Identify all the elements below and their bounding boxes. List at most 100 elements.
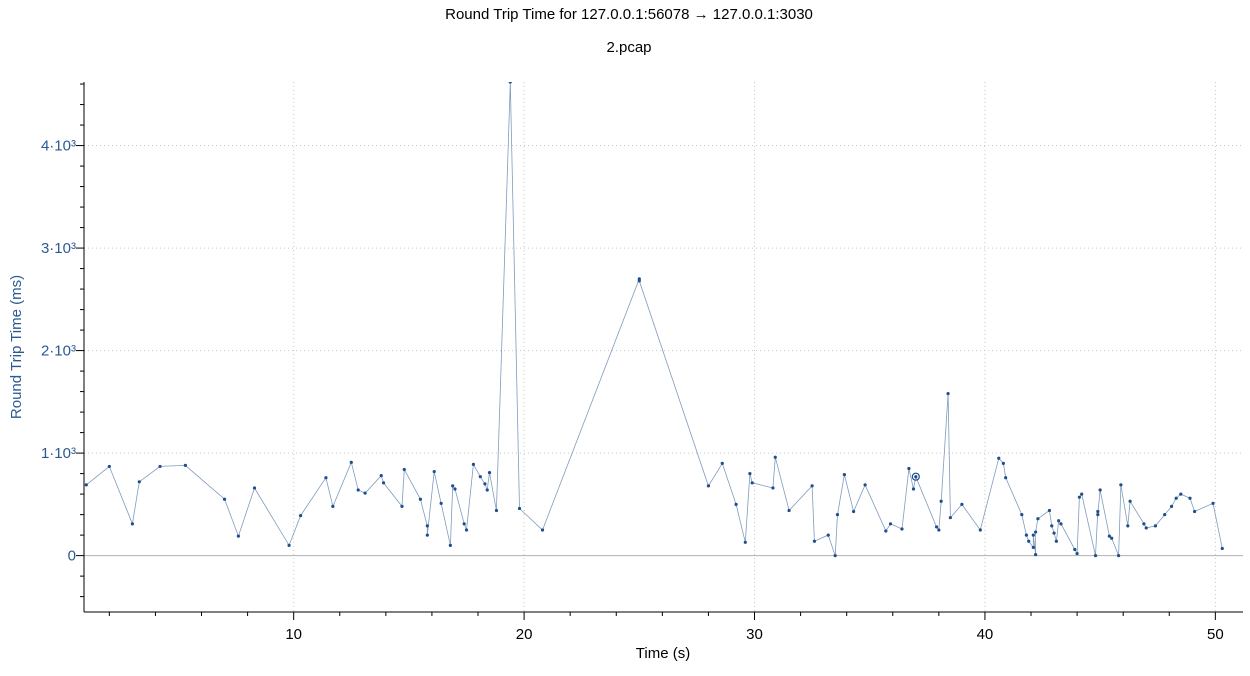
data-point[interactable] [439, 501, 443, 505]
data-point[interactable] [978, 528, 982, 532]
data-point[interactable] [750, 481, 754, 485]
data-point[interactable] [324, 476, 328, 480]
data-point[interactable] [1128, 499, 1132, 503]
data-point[interactable] [1193, 509, 1197, 514]
data-point[interactable] [1116, 554, 1121, 558]
data-point[interactable] [137, 480, 141, 484]
data-point[interactable] [402, 467, 406, 472]
data-point[interactable] [812, 539, 817, 543]
data-point[interactable] [487, 470, 492, 475]
data-point[interactable] [478, 475, 482, 479]
data-point[interactable] [1174, 496, 1178, 500]
data-point[interactable] [540, 528, 545, 532]
data-point[interactable] [1024, 533, 1029, 537]
data-point[interactable] [1034, 530, 1038, 534]
data-point[interactable] [1031, 533, 1035, 537]
data-point[interactable] [900, 527, 904, 531]
data-point[interactable] [1142, 522, 1146, 526]
data-point[interactable] [914, 475, 918, 479]
data-point[interactable] [1153, 524, 1158, 528]
data-point[interactable] [1163, 513, 1167, 517]
data-point[interactable] [508, 80, 512, 84]
data-point[interactable] [1211, 501, 1215, 505]
data-point[interactable] [130, 522, 134, 526]
data-point[interactable] [298, 514, 303, 518]
data-point[interactable] [911, 487, 916, 491]
data-point[interactable] [483, 482, 487, 486]
data-point[interactable] [451, 484, 455, 488]
data-point[interactable] [1020, 513, 1024, 517]
data-point[interactable] [810, 484, 814, 488]
data-point[interactable] [462, 522, 466, 526]
data-point[interactable] [183, 463, 187, 468]
data-point[interactable] [1119, 483, 1123, 487]
data-point[interactable] [1073, 547, 1077, 552]
data-point[interactable] [706, 484, 711, 488]
data-point[interactable] [1126, 524, 1130, 528]
data-point[interactable] [425, 524, 429, 528]
data-point[interactable] [1036, 517, 1040, 521]
data-point[interactable] [287, 543, 291, 547]
data-point[interactable] [1059, 522, 1063, 526]
data-point[interactable] [748, 472, 752, 476]
data-point[interactable] [939, 499, 943, 503]
data-point[interactable] [907, 466, 911, 471]
data-point[interactable] [1047, 508, 1052, 513]
data-point[interactable] [1057, 519, 1061, 523]
data-point[interactable] [851, 509, 856, 514]
data-point[interactable] [743, 540, 747, 544]
data-point[interactable] [331, 504, 335, 509]
data-point[interactable] [937, 528, 941, 532]
data-point[interactable] [637, 279, 641, 283]
data-point[interactable] [946, 392, 950, 396]
data-point[interactable] [84, 483, 88, 487]
data-point[interactable] [432, 469, 436, 474]
data-point[interactable] [826, 533, 830, 537]
data-point[interactable] [381, 481, 386, 485]
data-point[interactable] [863, 483, 867, 487]
data-point[interactable] [1096, 513, 1100, 517]
data-point[interactable] [934, 525, 939, 529]
data-point[interactable] [400, 504, 404, 509]
data-point[interactable] [517, 506, 522, 511]
data-point[interactable] [1110, 536, 1114, 540]
data-point[interactable] [425, 533, 429, 537]
data-point[interactable] [453, 487, 457, 491]
data-point[interactable] [471, 462, 476, 466]
data-point[interactable] [363, 491, 367, 495]
data-point[interactable] [1075, 551, 1079, 556]
data-point[interactable] [222, 497, 227, 501]
data-point[interactable] [884, 529, 888, 533]
data-point[interactable] [1052, 531, 1056, 535]
data-point[interactable] [1031, 545, 1035, 550]
data-point[interactable] [448, 543, 452, 547]
data-point[interactable] [1179, 492, 1183, 496]
data-point[interactable] [485, 488, 489, 492]
data-point[interactable] [1004, 476, 1008, 480]
data-point[interactable] [1107, 534, 1111, 538]
data-point[interactable] [1169, 504, 1174, 509]
highlighted-point-marker[interactable] [911, 472, 920, 481]
data-point[interactable] [494, 508, 499, 513]
data-point[interactable] [356, 488, 360, 492]
data-point[interactable] [1096, 509, 1100, 514]
data-point[interactable] [418, 497, 423, 501]
data-point[interactable] [1050, 524, 1054, 528]
data-point[interactable] [1001, 461, 1005, 465]
data-point[interactable] [948, 516, 952, 520]
data-point[interactable] [842, 473, 846, 477]
data-point[interactable] [379, 474, 383, 478]
data-point[interactable] [720, 461, 724, 465]
data-point[interactable] [252, 486, 257, 490]
data-point[interactable] [1034, 552, 1038, 557]
data-point[interactable] [236, 534, 240, 538]
data-point[interactable] [833, 554, 837, 558]
data-point[interactable] [960, 502, 964, 506]
data-point[interactable] [1054, 539, 1058, 543]
data-point[interactable] [787, 508, 791, 513]
data-point[interactable] [835, 513, 840, 517]
data-point[interactable] [1077, 495, 1082, 499]
data-point[interactable] [771, 486, 775, 490]
data-point[interactable] [1080, 492, 1084, 496]
data-point[interactable] [1098, 488, 1102, 492]
